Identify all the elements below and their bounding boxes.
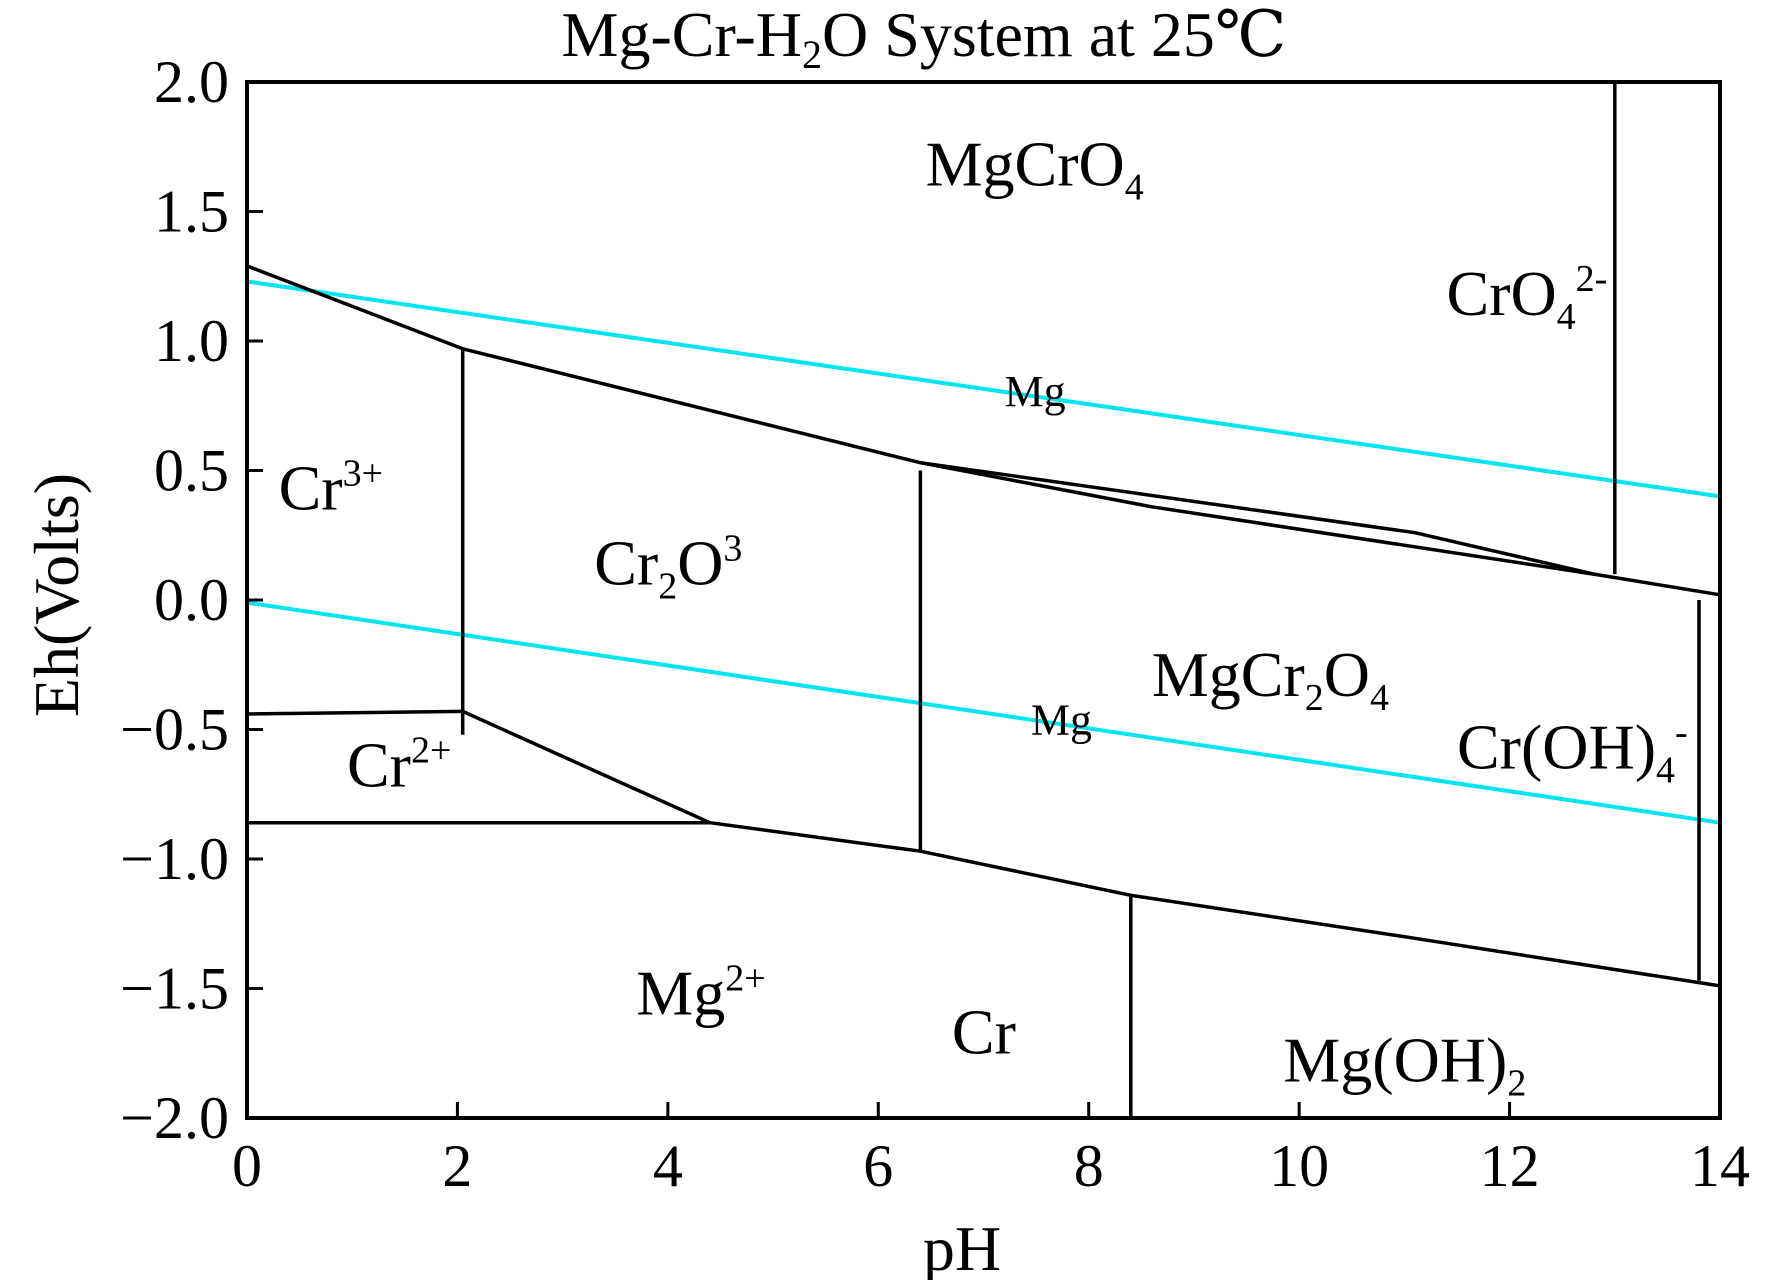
phase-boundaries — [246, 82, 1721, 1118]
upper-boundary — [246, 264, 1721, 597]
water-lines — [246, 279, 1721, 825]
x-tick-label: 12 — [1480, 1133, 1540, 1199]
region-label-mg-upper: Mg — [1005, 367, 1066, 416]
y-tick-label: −2.0 — [120, 1085, 229, 1151]
cr3-cr2-boundary — [246, 709, 463, 716]
y-tick-label: 0.5 — [154, 438, 229, 504]
region-labels: MgCrO4 CrO42- Cr3+ Cr2O3 Mg MgCr2O4 Mg Cr(OH)4-… — [279, 129, 1688, 1105]
cr2o3-lower-boundary — [461, 709, 711, 825]
x-tick-label: 8 — [1074, 1133, 1104, 1199]
hydrogen-line — [246, 600, 1721, 825]
y-axis-label-group: Eh(Volts) — [21, 473, 92, 717]
region-label-mgcr2o4: MgCr2O4 — [1152, 639, 1389, 719]
x-tick-label: 2 — [442, 1133, 472, 1199]
y-tick-label: −1.0 — [120, 826, 229, 892]
y-tick-label: 1.0 — [154, 308, 229, 374]
cr-lower-boundary — [709, 820, 1721, 988]
region-label-cro4-2: CrO42- — [1446, 258, 1607, 338]
upper-inner-boundary — [920, 460, 1595, 576]
region-label-cr: Cr — [952, 996, 1016, 1067]
y-tick-label: 1.5 — [154, 179, 229, 245]
y-tick-label: −1.5 — [120, 956, 229, 1022]
x-tick-label: 6 — [863, 1133, 893, 1199]
region-label-mg-lower: Mg — [1031, 696, 1092, 745]
y-tick-label: 0.0 — [154, 567, 229, 633]
chart-title: Mg-Cr-H2O System at 25℃ — [562, 0, 1287, 77]
axis-ticks: 0 2 4 6 8 10 12 14 2.0 1.5 1.0 0.5 0.0 −0.5 −1.0 −1.5 −2… — [120, 49, 1750, 1199]
x-tick-label: 10 — [1269, 1133, 1329, 1199]
region-label-mgcro4: MgCrO4 — [926, 129, 1144, 209]
y-axis-label: Eh(Volts) — [21, 473, 92, 717]
region-label-cr2o3: Cr2O3 — [594, 527, 742, 607]
plot-frame — [245, 80, 1722, 1120]
x-axis-label: pH — [923, 1213, 1001, 1280]
region-label-cr3: Cr3+ — [279, 452, 383, 523]
region-label-mg2: Mg2+ — [636, 957, 765, 1028]
region-label-croh4: Cr(OH)4- — [1457, 711, 1688, 791]
region-label-mgoh2: Mg(OH)2 — [1283, 1025, 1526, 1105]
oxygen-line — [246, 279, 1721, 499]
x-tick-label: 14 — [1690, 1133, 1750, 1199]
x-tick-label: 0 — [232, 1133, 262, 1199]
region-label-cr2: Cr2+ — [347, 729, 451, 800]
x-tick-label: 4 — [653, 1133, 683, 1199]
y-tick-label: 2.0 — [154, 49, 229, 115]
y-tick-label: −0.5 — [120, 697, 229, 763]
